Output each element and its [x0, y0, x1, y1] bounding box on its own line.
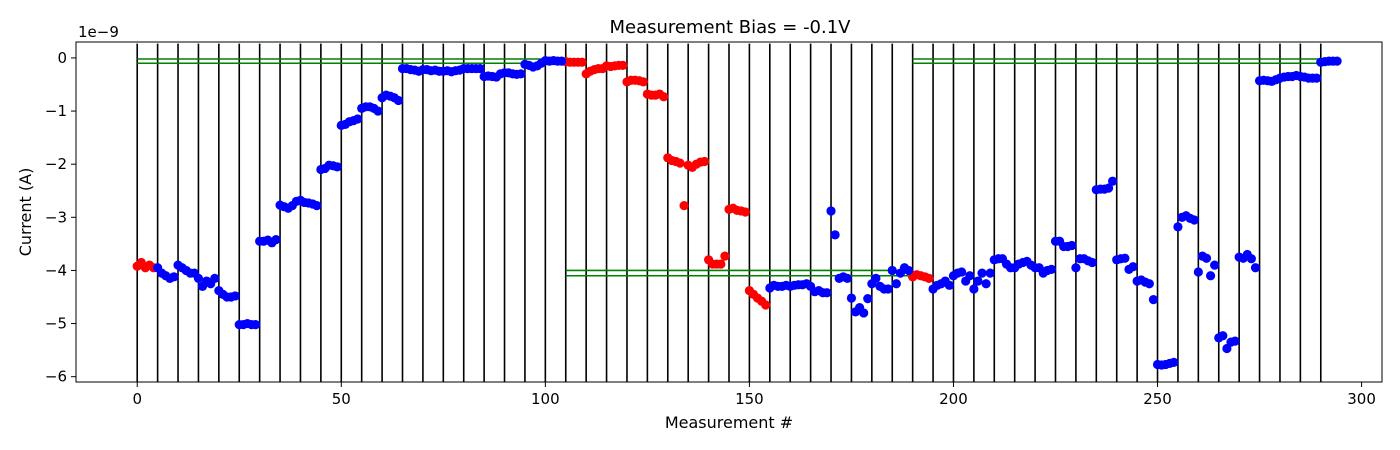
plot-frame	[75, 41, 1383, 383]
data-point-blue	[1067, 240, 1077, 251]
data-point-red	[679, 201, 689, 211]
y-tick-label: 0	[57, 49, 67, 67]
data-point-blue	[957, 267, 967, 277]
x-tick-label: 100	[531, 390, 560, 408]
data-point-blue	[903, 265, 914, 276]
data-point-blue	[393, 95, 404, 106]
data-point-blue	[1201, 253, 1212, 263]
data-point-red	[761, 300, 771, 310]
y-tick-label: −2	[45, 155, 67, 173]
data-point-blue	[353, 114, 363, 124]
data-point-blue	[1250, 263, 1261, 273]
data-point-blue	[977, 268, 987, 278]
y-offset-label: 1e−9	[78, 23, 119, 41]
data-point-blue	[230, 291, 240, 301]
data-point-blue	[1071, 263, 1081, 273]
data-point-blue	[1332, 56, 1342, 66]
data-point-blue	[557, 56, 567, 66]
data-point-blue	[859, 308, 869, 318]
chart-title: Measurement Bias = -0.1V	[609, 17, 851, 38]
y-tick-label: −1	[45, 102, 67, 120]
data-point-blue	[1218, 331, 1228, 341]
data-point-blue	[863, 293, 873, 304]
y-tick-label: −3	[45, 208, 67, 226]
data-point-blue	[1230, 336, 1240, 346]
data-point-red	[720, 251, 730, 261]
data-point-red	[577, 57, 587, 67]
data-point-blue	[981, 279, 991, 289]
y-axis-title: Current (A)	[16, 168, 35, 257]
data-point-red	[675, 158, 685, 168]
data-point-red	[924, 273, 934, 284]
data-point-blue	[1128, 262, 1138, 272]
data-point-blue	[887, 265, 897, 276]
data-point-blue	[1144, 279, 1154, 289]
data-point-red	[659, 92, 669, 102]
x-tick-label: 50	[332, 390, 351, 408]
data-point-blue	[830, 230, 840, 240]
data-point-blue	[1046, 264, 1057, 274]
x-axis-title: Measurement #	[665, 413, 793, 432]
data-point-blue	[985, 268, 995, 278]
y-tick-label: −6	[45, 368, 67, 386]
data-point-blue	[312, 201, 322, 211]
data-point-blue	[1108, 176, 1118, 186]
data-point-blue	[965, 271, 975, 281]
x-tick-label: 250	[1143, 390, 1172, 408]
x-tick-label: 300	[1347, 390, 1376, 408]
data-point-blue	[1173, 222, 1183, 232]
plot-area	[132, 43, 1342, 382]
axis-ticks: 0 50 100 150 200 250 300 0 −1 −2 −3 −4 −5 −6	[45, 49, 1376, 408]
data-point-blue	[169, 272, 179, 282]
data-point-blue	[891, 279, 901, 289]
data-point-blue	[1103, 183, 1114, 193]
data-point-blue	[1312, 73, 1322, 83]
data-point-blue	[210, 273, 220, 284]
data-point-blue	[822, 288, 832, 298]
data-point-blue	[1205, 271, 1216, 281]
data-point-blue	[846, 293, 857, 303]
data-point-blue	[373, 106, 383, 116]
data-point-blue	[973, 276, 983, 286]
data-point-red	[740, 207, 750, 217]
data-point-blue	[1087, 257, 1097, 268]
data-point-blue	[1210, 260, 1220, 270]
data-point-blue	[332, 162, 342, 172]
data-point-blue	[475, 63, 485, 74]
x-tick-label: 0	[132, 390, 142, 408]
data-point-blue	[516, 69, 526, 79]
data-point-red	[699, 156, 710, 167]
data-point-blue	[1120, 253, 1130, 263]
data-point-blue	[193, 273, 204, 284]
data-point-blue	[1169, 357, 1179, 367]
data-point-blue	[1246, 254, 1256, 264]
data-point-blue	[826, 206, 836, 216]
data-point-blue	[871, 273, 881, 284]
data-point-blue	[944, 280, 954, 290]
data-point-red	[716, 259, 726, 269]
x-tick-label: 150	[735, 390, 764, 408]
data-point-blue	[1193, 267, 1203, 277]
data-point-blue	[1148, 295, 1159, 305]
data-point-red	[618, 60, 628, 70]
data-point-blue	[1189, 215, 1199, 225]
data-point-blue	[883, 284, 893, 294]
data-point-blue	[250, 320, 261, 330]
y-tick-label: −5	[45, 315, 67, 333]
x-tick-label: 200	[939, 390, 968, 408]
data-point-blue	[271, 235, 281, 245]
data-point-blue	[842, 273, 852, 284]
y-tick-label: −4	[45, 261, 67, 279]
data-point-red	[638, 77, 648, 87]
data-point-blue	[969, 284, 979, 294]
